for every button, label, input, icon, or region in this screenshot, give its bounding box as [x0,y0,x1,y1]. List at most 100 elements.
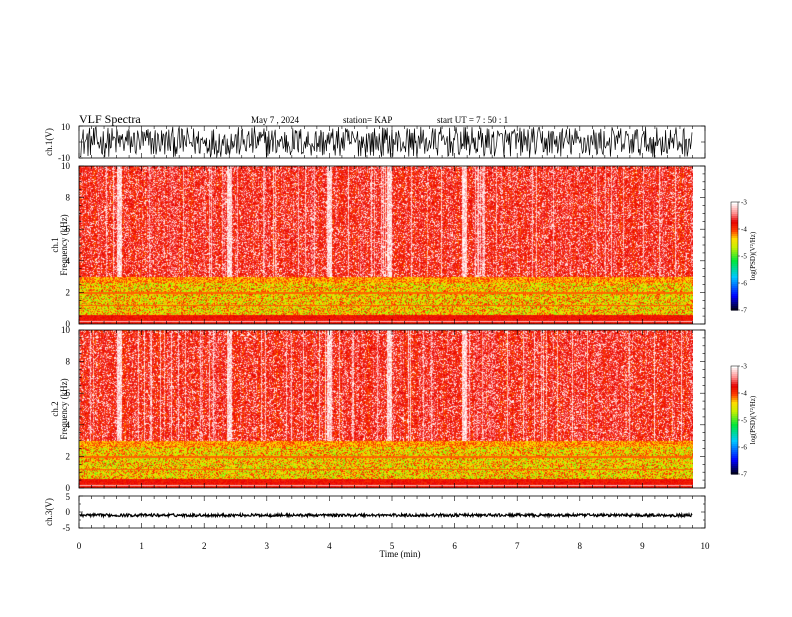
colorbar-cell [731,444,738,447]
colorbar-tick-label: -3 [741,363,747,371]
ch2-spectrogram-ylabel-line1: ch.2 [50,401,60,416]
ch3-waveform-ylabel: ch.3(V) [44,498,54,526]
y-tick-label: 4 [66,420,71,430]
colorbar-cell [731,382,738,385]
colorbar-cell [731,238,738,241]
colorbar-cell [731,426,738,429]
colorbar-tick-label: -4 [741,226,747,234]
colorbar-cell [731,296,738,299]
colorbar-cell [731,374,738,377]
colorbar-cell [731,370,738,373]
y-tick-label: 4 [66,256,71,266]
colorbar-cell [731,416,738,419]
ch3-waveform-ticks [78,495,706,529]
colorbar-cell [731,394,738,397]
colorbar-cell [731,252,738,255]
ch1-spectrogram-ytick-labels: 0 2 4 6 8 10 [61,161,71,329]
colorbar-cell [731,246,738,249]
colorbar-cell [731,282,738,285]
colorbar-cell [731,216,738,219]
colorbar-cell [731,384,738,387]
colorbar-cell [731,302,738,305]
ch1-spectrogram-ylabel: ch.1 Frequency (kHz) [50,214,69,275]
colorbar-cell [731,386,738,389]
x-tick-label: 5 [390,541,395,551]
colorbar-cell [731,400,738,403]
colorbar-cell [731,242,738,245]
y-tick-label: 10 [61,161,71,171]
figure-title: VLF Spectra [79,112,141,126]
colorbar-cell [731,220,738,223]
colorbar-cell [731,434,738,437]
x-tick-label: 7 [515,541,520,551]
colorbar-cell [731,298,738,301]
colorbar-cell [731,442,738,445]
colorbar-cell [731,372,738,375]
x-tick-label: 8 [578,541,583,551]
colorbar-cell [731,280,738,283]
colorbar-tick-label: -7 [741,471,747,479]
colorbar-cell [731,438,738,441]
colorbar-cell [731,250,738,253]
colorbar-cell [731,404,738,407]
colorbar-label: log(PSD)(V²/Hz) [749,395,757,444]
x-tick-label: 10 [701,541,711,551]
colorbar-cell [731,464,738,467]
ch3-ytick-top: 5 [66,492,71,502]
y-tick-label: 8 [66,193,71,203]
colorbar-tick-label: -4 [741,390,747,398]
colorbar-cell [731,202,738,205]
colorbar-cell [731,274,738,277]
colorbar-cell [731,270,738,273]
colorbar-cell [731,388,738,391]
colorbar-cell [731,468,738,471]
ch1-spectrogram-panel: 0 2 4 6 8 10 ch.1 Frequency (kHz) -3 -4 -5 -6 -7 l… [50,161,757,329]
ch1-waveform-line [79,125,693,158]
ch3-waveform-panel: 5 0 -5 ch.3(V) 0 1 2 3 4 5 6 7 8 9 10 Time (min) [44,492,710,559]
colorbar-label: log(PSD)(V²/Hz) [749,231,757,280]
colorbar-cell [731,278,738,281]
colorbar-cell [731,430,738,433]
colorbar-cell [731,276,738,279]
ch2-spectrogram-ytick-labels: 0 2 4 6 8 10 [61,325,71,493]
y-tick-label: 2 [66,451,71,461]
colorbar-cell [731,308,738,311]
colorbar-cell [731,248,738,251]
x-tick-label: 2 [202,541,207,551]
colorbar-cell [731,206,738,209]
colorbar-tick-label: -5 [741,417,747,425]
colorbar-cell [731,470,738,473]
colorbar-cell [731,378,738,381]
ch2-colorbar: -3 -4 -5 -6 -7 log(PSD)(V²/Hz) [730,363,757,479]
colorbar-cell [731,460,738,463]
colorbar-cell [731,448,738,451]
station-label: station= KAP [343,115,392,125]
ch1-spectrogram-ylabel-line2: Frequency (kHz) [59,214,69,275]
colorbar-cell [731,408,738,411]
colorbar-cell [731,446,738,449]
ch3-ytick-bottom: -5 [63,523,71,533]
ch1-spectrogram-ticks [78,165,706,325]
colorbar-cell [731,440,738,443]
colorbar-cell [731,376,738,379]
colorbar-cell [731,292,738,295]
colorbar-cell [731,466,738,469]
ch2-spectrogram-panel: 0 2 4 6 8 10 ch.2 Frequency (kHz) -3 -4 -5 -6 -7 l… [50,325,757,493]
ch1-colorbar: -3 -4 -5 -6 -7 log(PSD)(V²/Hz) [730,199,757,315]
date-label: May 7 , 2024 [251,115,299,125]
y-tick-label: 6 [66,388,71,398]
x-tick-label: 1 [139,541,144,551]
y-tick-label: 6 [66,224,71,234]
y-tick-label: 0 [66,483,71,493]
colorbar-cell [731,268,738,271]
colorbar-cell [731,264,738,267]
colorbar-cell [731,380,738,383]
colorbar-cell [731,456,738,459]
colorbar-cell [731,418,738,421]
colorbar-cell [731,212,738,215]
colorbar-cell [731,284,738,287]
colorbar-cell [731,390,738,393]
colorbar-cell [731,244,738,247]
